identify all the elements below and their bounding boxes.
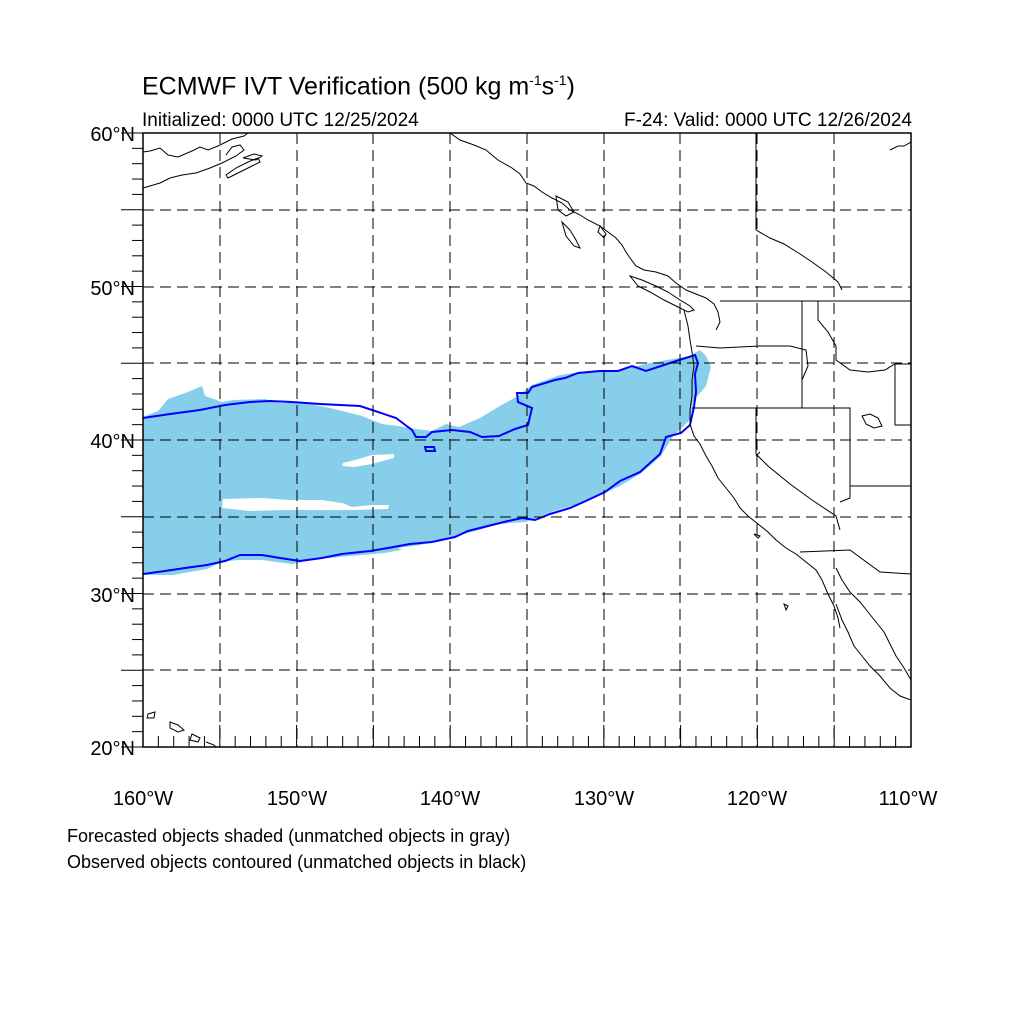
coastlines xyxy=(143,133,911,747)
lon-label-140w: 140°W xyxy=(420,788,480,810)
lat-label-40n: 40°N xyxy=(90,431,135,453)
graticule xyxy=(143,133,911,747)
lat-label-30n: 30°N xyxy=(90,585,135,607)
forecast-hole xyxy=(342,454,394,467)
lat-label-20n: 20°N xyxy=(90,738,135,760)
political-boundaries xyxy=(692,133,911,575)
forecast-legend-note: Forecasted objects shaded (unmatched obj… xyxy=(67,826,511,846)
forecast-hole xyxy=(222,498,389,511)
chart-title: ECMWF IVT Verification (500 kg m-1s-1) xyxy=(142,72,575,101)
forecast-object-shading xyxy=(143,350,711,575)
lat-label-50n: 50°N xyxy=(90,278,135,300)
observed-object-notch xyxy=(423,446,437,452)
valid-time-label: F-24: Valid: 0000 UTC 12/26/2024 xyxy=(624,110,912,131)
lon-label-150w: 150°W xyxy=(267,788,327,810)
lat-label-60n: 60°N xyxy=(90,124,135,146)
observed-legend-note: Observed objects contoured (unmatched ob… xyxy=(67,852,527,872)
lon-label-160w: 160°W xyxy=(113,788,173,810)
tick-marks xyxy=(121,132,912,748)
lon-label-120w: 120°W xyxy=(727,788,787,810)
lon-label-130w: 130°W xyxy=(574,788,634,810)
lon-label-110w: 110°W xyxy=(879,788,938,810)
forecast-hole xyxy=(398,541,438,551)
initialized-label: Initialized: 0000 UTC 12/25/2024 xyxy=(142,110,419,131)
